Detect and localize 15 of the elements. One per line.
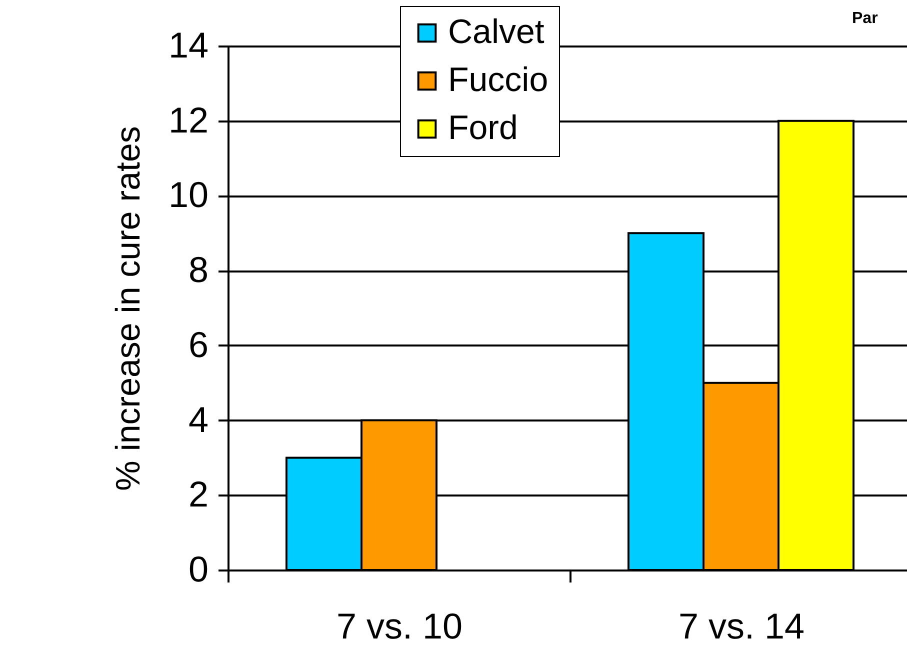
y-axis-title: % increase in cure rates (109, 126, 148, 491)
chart-title: Par (852, 10, 878, 27)
legend-label: Fuccio (448, 61, 548, 99)
y-tick-label: 6 (188, 324, 208, 365)
y-tick-label: 10 (168, 174, 208, 216)
y-tick-label: 4 (188, 398, 208, 440)
legend-label: Calvet (448, 13, 545, 51)
y-tick-label: 12 (168, 99, 208, 140)
y-tick-label: 2 (188, 474, 208, 515)
x-tick-label: 7 vs. 10 (336, 606, 463, 646)
y-tick-label: 8 (188, 249, 208, 290)
x-tick-label: 7 vs. 14 (678, 606, 805, 646)
legend-label: Ford (448, 109, 518, 147)
y-tick-label: 14 (168, 24, 208, 66)
y-tick-label: 0 (188, 548, 208, 590)
